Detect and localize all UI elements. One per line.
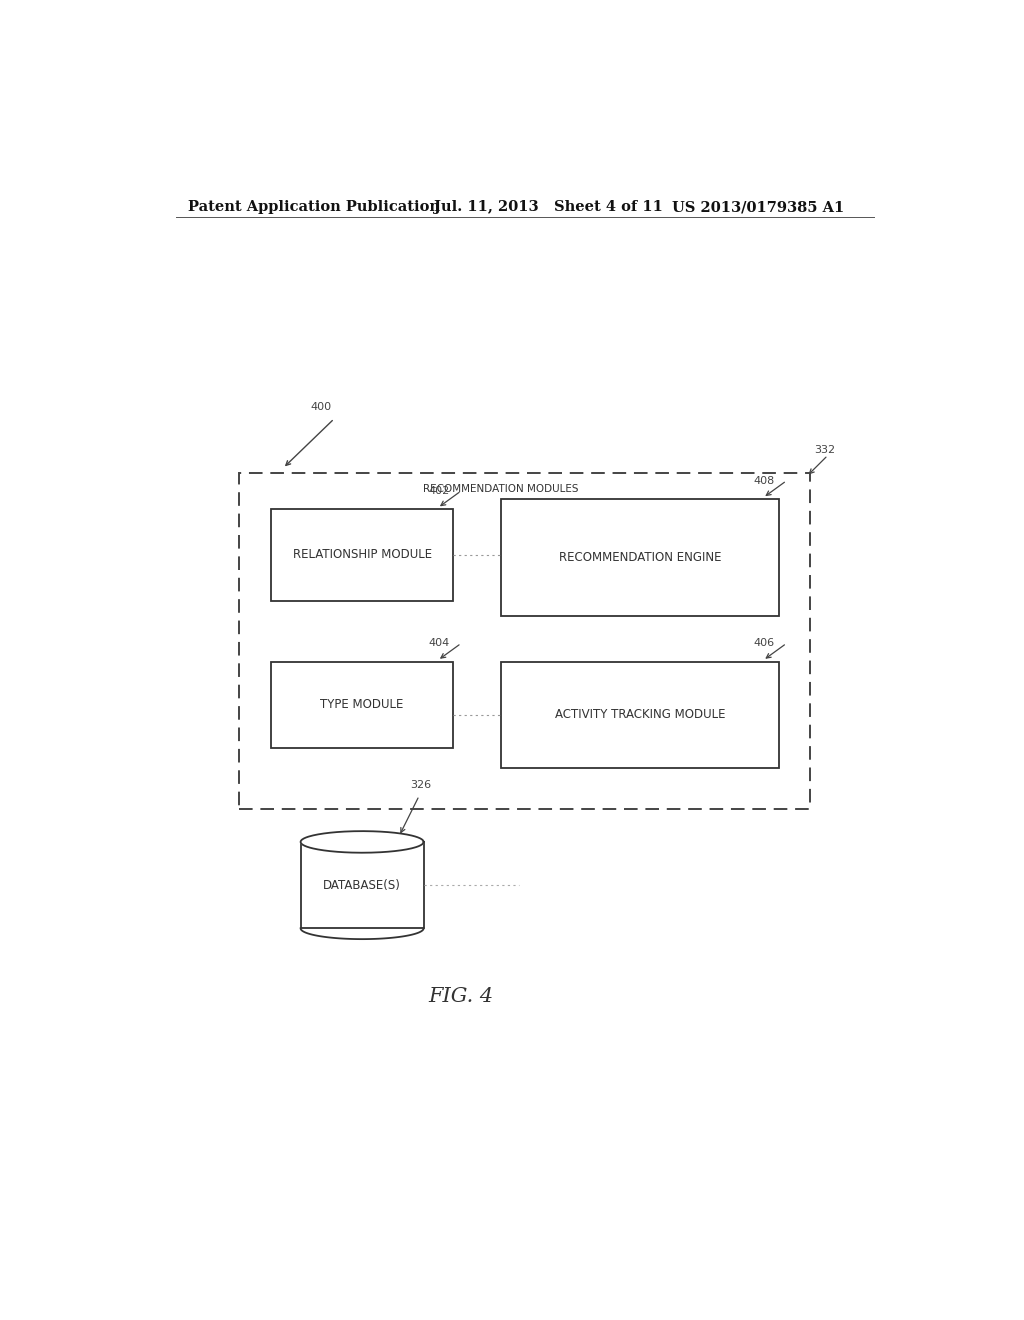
Bar [270,661,454,748]
Text: 326: 326 [410,780,431,791]
Text: DATABASE(S): DATABASE(S) [324,879,401,891]
Bar [270,510,454,601]
Text: FIG. 4: FIG. 4 [429,987,494,1006]
Text: 400: 400 [310,403,332,412]
Text: 408: 408 [754,475,775,486]
Text: Patent Application Publication: Patent Application Publication [187,201,439,214]
Text: 406: 406 [754,639,775,648]
Text: 402: 402 [428,486,450,496]
Bar [501,661,778,768]
Text: Jul. 11, 2013   Sheet 4 of 11: Jul. 11, 2013 Sheet 4 of 11 [433,201,663,214]
Text: ACTIVITY TRACKING MODULE: ACTIVITY TRACKING MODULE [555,709,725,721]
Text: RECOMMENDATION ENGINE: RECOMMENDATION ENGINE [559,550,721,564]
Bar [501,499,778,615]
Polygon shape [301,832,424,853]
Text: RELATIONSHIP MODULE: RELATIONSHIP MODULE [293,548,432,561]
Bar [240,474,811,809]
Text: 404: 404 [428,639,450,648]
Bar [301,842,424,928]
Text: 332: 332 [814,445,836,455]
Text: US 2013/0179385 A1: US 2013/0179385 A1 [672,201,844,214]
Text: TYPE MODULE: TYPE MODULE [321,698,403,711]
Text: RECOMMENDATION MODULES: RECOMMENDATION MODULES [423,483,579,494]
